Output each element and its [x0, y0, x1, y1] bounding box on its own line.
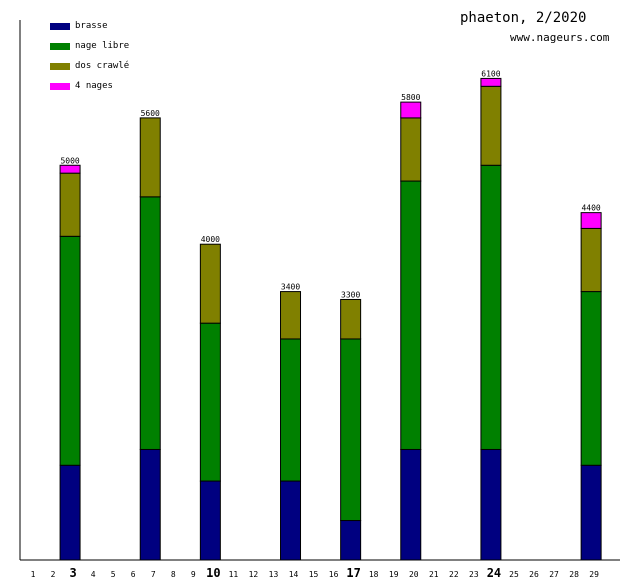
x-tick-label: 20	[409, 570, 419, 579]
x-tick-label: 5	[111, 570, 116, 579]
data-label: 6100	[481, 69, 500, 78]
legend-item: nage libre	[50, 36, 129, 56]
legend-label: nage libre	[75, 41, 130, 51]
bar-segment-4-nages	[480, 77, 502, 87]
legend-label: 4 nages	[75, 81, 113, 91]
chart-title: phaeton, 2/2020	[460, 10, 587, 26]
legend-item: 4 nages	[50, 76, 129, 96]
legend-label: dos crawlé	[75, 61, 130, 71]
bar-segment-brasse	[580, 464, 602, 561]
legend-swatch	[50, 22, 70, 30]
bar-segment-nage-libre	[280, 338, 302, 482]
legend-item: dos crawlé	[50, 56, 129, 76]
x-tick-label: 22	[449, 570, 459, 579]
bar-segment-dos-crawlé	[199, 243, 221, 324]
bar-segment-brasse	[400, 448, 422, 561]
x-tick-label: 23	[469, 570, 479, 579]
legend-item: brasse	[50, 16, 129, 36]
x-tick-label: 26	[529, 570, 539, 579]
x-tick-label: 18	[369, 570, 379, 579]
bar-segment-dos-crawlé	[580, 227, 602, 293]
x-tick-label: 19	[389, 570, 399, 579]
bar-segment-nage-libre	[139, 196, 161, 450]
bar-segment-brasse	[199, 480, 221, 561]
x-tick-label: 7	[151, 570, 156, 579]
legend-swatch	[50, 62, 70, 70]
x-tick-label: 12	[249, 570, 259, 579]
bar-segment-brasse	[340, 520, 362, 561]
data-label: 3300	[341, 290, 360, 299]
data-label: 3400	[281, 283, 300, 292]
bar-segment-dos-crawlé	[280, 291, 302, 340]
bar-segment-nage-libre	[340, 338, 362, 522]
x-tick-label: 11	[229, 570, 239, 579]
bar-segment-brasse	[480, 448, 502, 561]
x-tick-label: 10	[206, 566, 220, 580]
data-label: 4400	[581, 204, 600, 213]
bar-segment-brasse	[59, 464, 81, 561]
bar-segment-4-nages	[59, 164, 81, 174]
bar-segment-dos-crawlé	[400, 117, 422, 182]
x-tick-label: 6	[131, 570, 136, 579]
bar-segment-dos-crawlé	[59, 172, 81, 237]
x-tick-label: 9	[191, 570, 196, 579]
x-tick-label: 2	[51, 570, 56, 579]
data-label: 5600	[141, 109, 160, 118]
data-label: 5800	[401, 93, 420, 102]
bar-segment-4-nages	[580, 212, 602, 229]
bar-segment-dos-crawlé	[139, 117, 161, 198]
legend-label: brasse	[75, 21, 108, 31]
legend-swatch	[50, 82, 70, 90]
x-tick-label: 3	[69, 566, 76, 580]
data-label: 4000	[201, 235, 220, 244]
x-tick-label: 29	[589, 570, 599, 579]
bar-segment-dos-crawlé	[480, 85, 502, 166]
legend: brasse nage libre dos crawlé 4 nages	[50, 16, 129, 96]
x-tick-label: 14	[289, 570, 299, 579]
x-tick-label: 16	[329, 570, 339, 579]
legend-swatch	[50, 42, 70, 50]
bar-segment-dos-crawlé	[340, 298, 362, 340]
x-tick-label: 4	[91, 570, 96, 579]
bar-segment-nage-libre	[400, 180, 422, 450]
x-tick-label: 17	[346, 566, 360, 580]
x-tick-label: 13	[269, 570, 279, 579]
bar-segment-brasse	[139, 448, 161, 561]
x-tick-label: 25	[509, 570, 519, 579]
x-tick-label: 21	[429, 570, 439, 579]
x-tick-label: 1	[31, 570, 36, 579]
data-label: 5000	[60, 156, 79, 165]
bar-segment-brasse	[280, 480, 302, 561]
bar-segment-4-nages	[400, 101, 422, 119]
x-tick-label: 28	[569, 570, 579, 579]
x-tick-label: 15	[309, 570, 319, 579]
bar-segment-nage-libre	[580, 291, 602, 466]
x-tick-label: 8	[171, 570, 176, 579]
bar-segment-nage-libre	[59, 235, 81, 466]
bar-segment-nage-libre	[480, 164, 502, 450]
x-tick-label: 24	[487, 566, 501, 580]
chart-subtitle: www.nageurs.com	[510, 31, 610, 44]
x-tick-label: 27	[549, 570, 559, 579]
bar-segment-nage-libre	[199, 322, 221, 482]
